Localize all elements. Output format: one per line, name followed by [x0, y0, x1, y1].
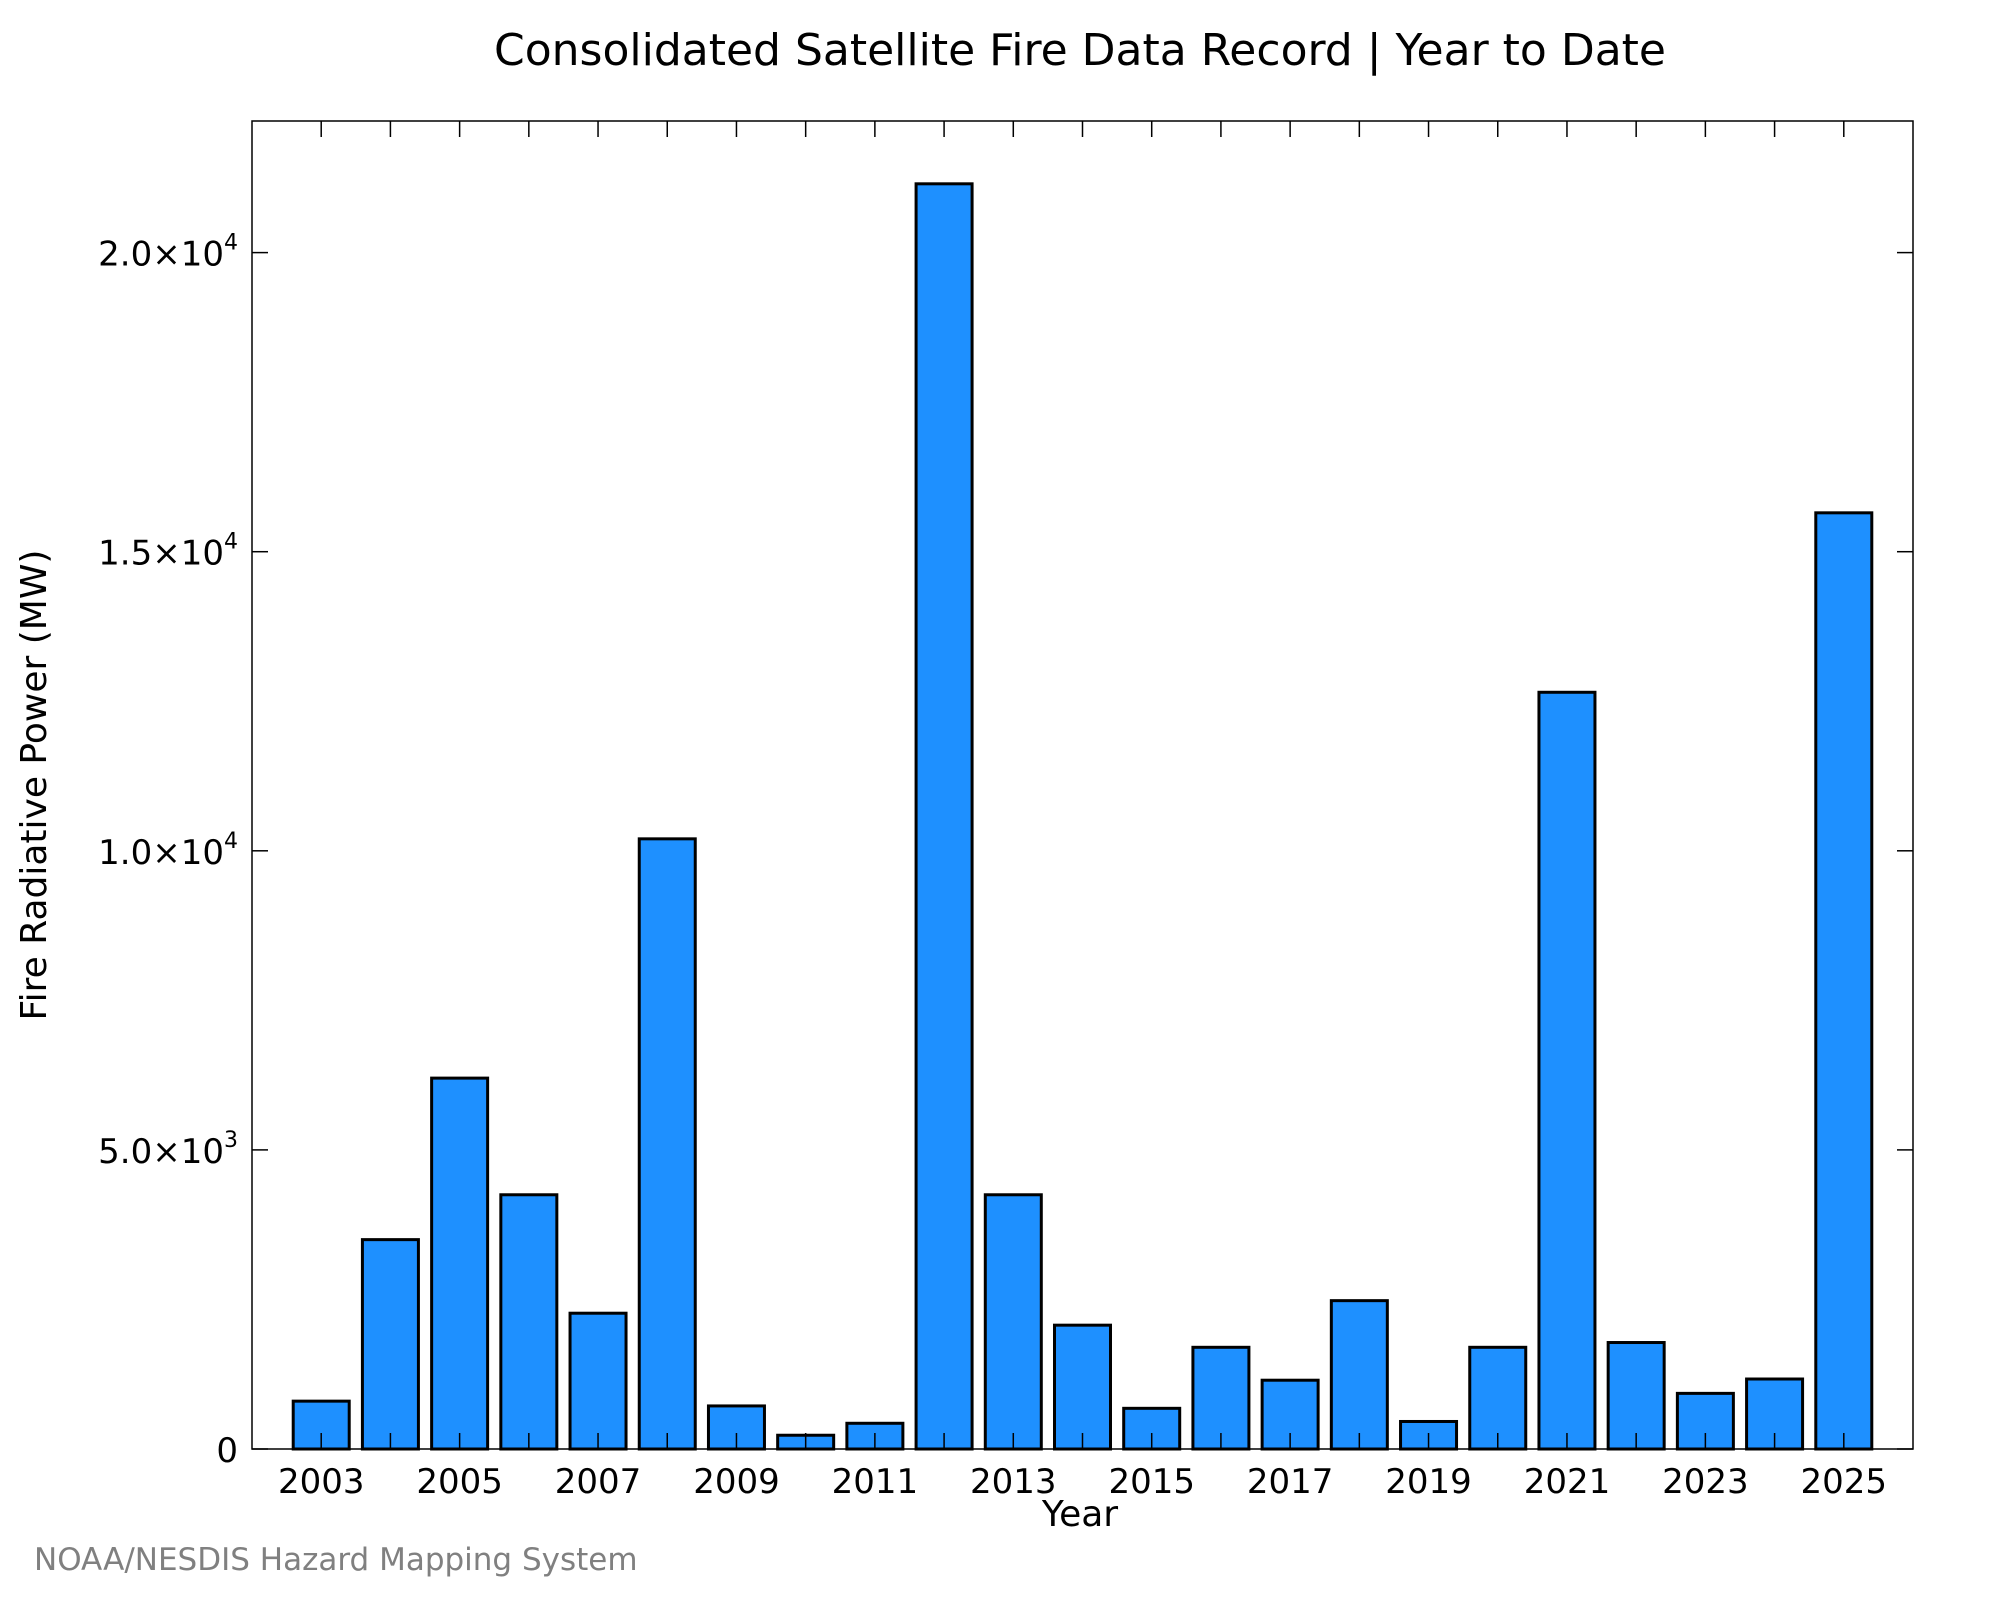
- plot-frame: [251, 120, 1914, 1450]
- x-axis-label: Year: [1041, 1494, 1118, 1535]
- y-tick-label-5000: 5.0×103: [98, 1128, 238, 1172]
- y-tick-label-15000: 1.5×104: [98, 530, 238, 574]
- bar-2006: [499, 1193, 559, 1451]
- y-tick-label-0: 0: [216, 1431, 238, 1471]
- x-tick-label-2011: 2011: [832, 1462, 919, 1502]
- bar-2020: [1468, 1345, 1528, 1451]
- bar-2004: [360, 1238, 420, 1451]
- y-tick-label-10000: 1.0×104: [98, 829, 238, 873]
- x-tick-label-2019: 2019: [1385, 1462, 1472, 1502]
- bar-2005: [430, 1076, 490, 1451]
- x-tick-label-2003: 2003: [278, 1462, 365, 1502]
- bar-2014: [1053, 1323, 1112, 1451]
- x-tick-label-2013: 2013: [970, 1462, 1057, 1502]
- x-tick-label-2009: 2009: [693, 1462, 780, 1502]
- y-axis-label: Fire Radiative Power (MW): [14, 550, 55, 1021]
- x-tick-label-2015: 2015: [1108, 1462, 1195, 1502]
- x-tick-label-2023: 2023: [1662, 1462, 1749, 1502]
- x-tick-label-2025: 2025: [1801, 1462, 1888, 1502]
- bar-2013: [983, 1193, 1043, 1451]
- credit-text: NOAA/NESDIS Hazard Mapping System: [34, 1542, 638, 1578]
- x-tick-label-2005: 2005: [416, 1462, 503, 1502]
- bar-2018: [1329, 1299, 1389, 1451]
- bar-2022: [1606, 1341, 1666, 1451]
- chart-title: Consolidated Satellite Fire Data Record …: [494, 25, 1666, 76]
- bar-2025: [1814, 511, 1874, 1451]
- bar-2021: [1537, 690, 1597, 1451]
- bar-2007: [568, 1311, 628, 1451]
- x-tick-label-2021: 2021: [1524, 1462, 1611, 1502]
- x-tick-label-2007: 2007: [555, 1462, 642, 1502]
- bar-2008: [637, 837, 697, 1451]
- x-tick-label-2017: 2017: [1247, 1462, 1334, 1502]
- y-tick-label-20000: 2.0×104: [98, 231, 238, 275]
- bar-2012: [914, 182, 974, 1451]
- ticks-group: 2003 2005 2007 2009 2011 2013 2015 2017 2019 2021…: [98, 121, 1913, 1502]
- bars-group: [291, 182, 1874, 1451]
